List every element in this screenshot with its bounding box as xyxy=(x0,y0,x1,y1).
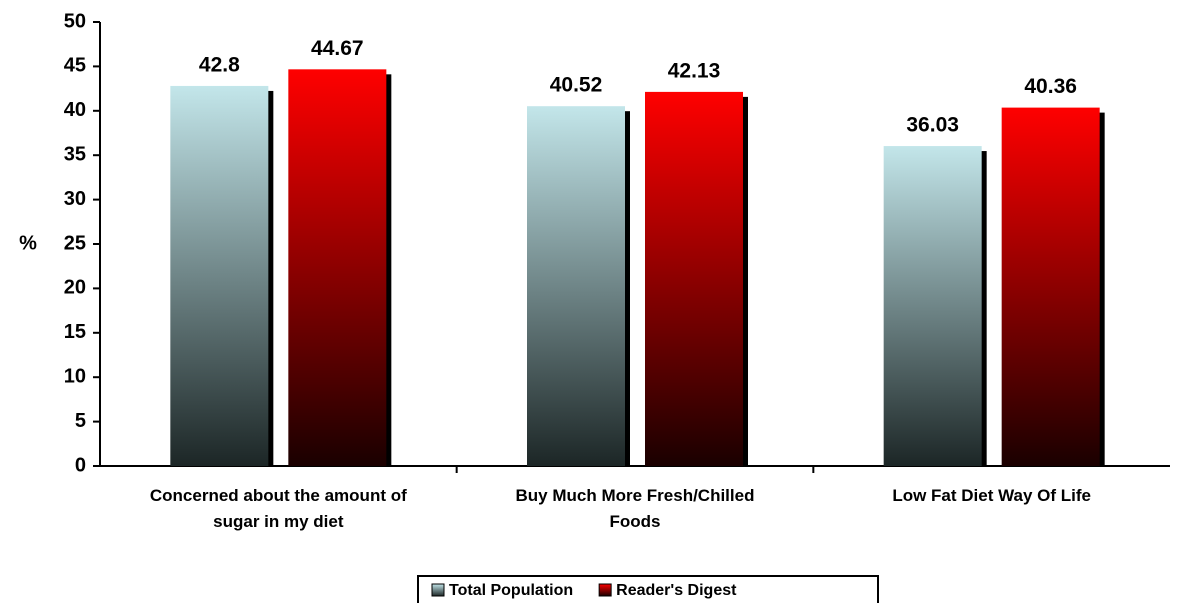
y-tick-label: 5 xyxy=(75,410,86,432)
legend-label: Reader's Digest xyxy=(616,582,737,599)
y-tick-label: 20 xyxy=(64,277,86,299)
x-tick-label: Concerned about the amount of sugar in my… xyxy=(150,486,407,531)
y-tick-label: 25 xyxy=(64,232,86,254)
legend-swatch xyxy=(598,583,612,597)
value-label: 40.36 xyxy=(1024,75,1077,98)
bar xyxy=(170,85,269,466)
legend-swatch xyxy=(431,583,445,597)
y-tick-label: 10 xyxy=(64,365,86,387)
legend-box xyxy=(417,575,879,603)
y-tick-label: 0 xyxy=(75,454,86,476)
x-tick-label: Low Fat Diet Way Of Life xyxy=(892,486,1091,505)
y-tick-label: 35 xyxy=(64,143,86,165)
bar xyxy=(883,146,982,467)
value-label: 42.13 xyxy=(668,59,721,82)
y-tick-label: 50 xyxy=(64,10,86,32)
bar xyxy=(527,106,625,466)
y-tick-label: 15 xyxy=(64,321,86,343)
bar xyxy=(1001,107,1100,466)
y-axis-label: % xyxy=(19,232,37,254)
value-label: 44.67 xyxy=(311,37,364,60)
value-label: 42.8 xyxy=(199,53,240,76)
value-label: 36.03 xyxy=(906,114,959,137)
y-tick-label: 30 xyxy=(64,188,86,210)
bar xyxy=(645,91,743,467)
legend-label: Total Population xyxy=(449,582,573,599)
bar xyxy=(288,69,387,467)
value-label: 40.52 xyxy=(550,74,603,97)
x-tick-label: Buy Much More Fresh/Chilled Foods xyxy=(516,486,755,531)
y-tick-label: 40 xyxy=(64,99,86,121)
y-tick-label: 45 xyxy=(64,55,86,77)
